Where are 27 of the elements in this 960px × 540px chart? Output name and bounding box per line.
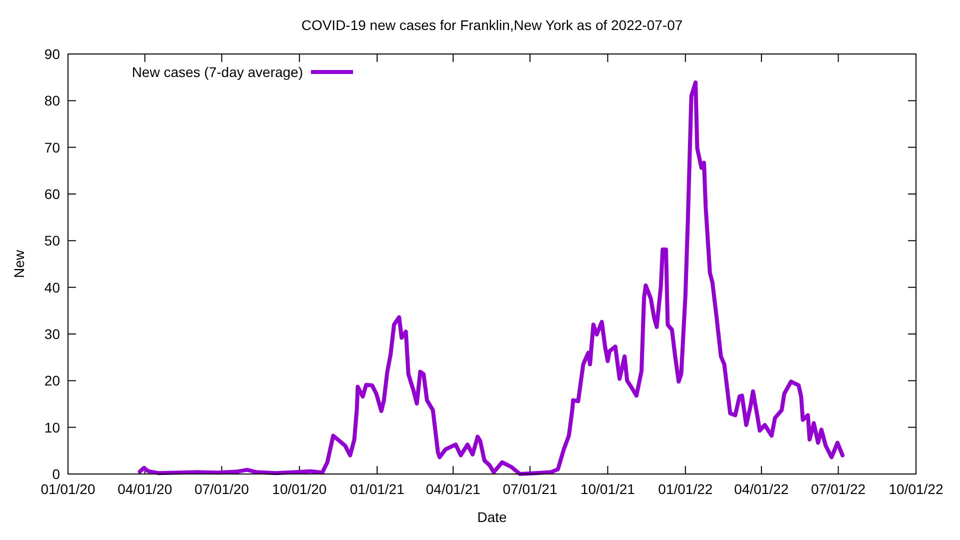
legend-label: New cases (7-day average): [132, 64, 303, 80]
y-tick-label: 80: [44, 92, 60, 109]
y-tick-label: 90: [44, 46, 60, 62]
chart-title: COVID-19 new cases for Franklin,New York as of 2022-07-07: [301, 17, 683, 33]
y-tick-label: 30: [44, 326, 60, 342]
x-tick-label: 10/01/21: [580, 481, 636, 497]
y-axis-title: New: [11, 249, 27, 278]
y-tick-label: 0: [52, 466, 60, 482]
y-tick-label: 70: [44, 139, 60, 156]
x-tick-label: 07/01/22: [811, 481, 866, 497]
x-tick-label: 07/01/21: [502, 481, 558, 497]
y-tick-label: 60: [44, 186, 60, 202]
y-tick-label: 50: [44, 232, 60, 249]
x-tick-label: 04/01/22: [734, 481, 789, 497]
x-tick-label: 01/01/21: [350, 481, 405, 497]
x-tick-label: 04/01/20: [118, 481, 172, 497]
x-tick-label: 07/01/20: [194, 481, 250, 497]
x-axis-title: Date: [477, 509, 507, 525]
x-tick-label: 01/01/20: [40, 481, 96, 497]
y-tick-label: 40: [44, 279, 60, 296]
y-tick-label: 10: [44, 419, 60, 436]
x-tick-label: 01/01/22: [658, 481, 713, 497]
y-tick-label: 20: [44, 372, 60, 389]
line-series: [138, 80, 845, 476]
x-tick-label: 10/01/20: [272, 481, 327, 497]
x-tick-label: 04/01/21: [426, 481, 481, 497]
x-tick-label: 10/01/22: [888, 481, 944, 497]
